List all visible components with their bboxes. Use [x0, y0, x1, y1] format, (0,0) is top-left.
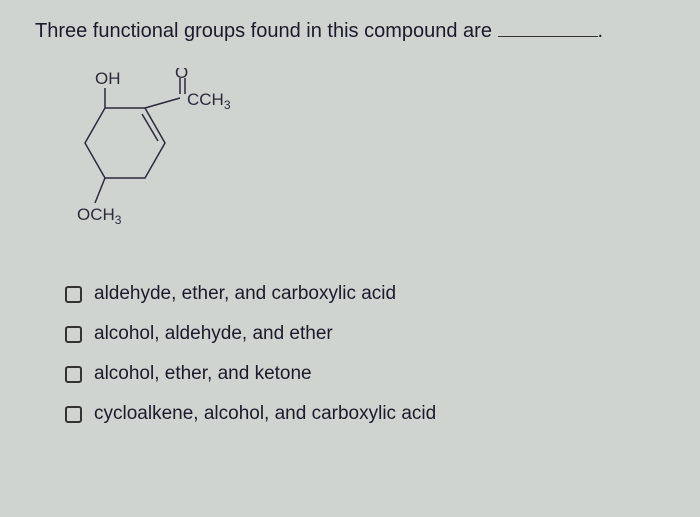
question-text: Three functional groups found in this co…: [35, 20, 665, 43]
checkbox-icon[interactable]: [65, 326, 82, 343]
molecule-svg: OH O CCH3 OCH3: [65, 68, 275, 248]
label-cch3-c: CCH3: [187, 90, 231, 112]
option-row[interactable]: cycloalkene, alcohol, and carboxylic aci…: [65, 403, 665, 425]
question-stem: Three functional groups found in this co…: [35, 20, 498, 42]
blank-line: [498, 36, 598, 37]
option-label: cycloalkene, alcohol, and carboxylic aci…: [94, 403, 436, 425]
chemical-structure: OH O CCH3 OCH3: [65, 68, 665, 253]
option-row[interactable]: alcohol, ether, and ketone: [65, 363, 665, 385]
label-o: O: [175, 68, 188, 82]
option-label: alcohol, ether, and ketone: [94, 363, 312, 385]
label-oh: OH: [95, 69, 121, 88]
label-och3: OCH3: [77, 205, 122, 227]
option-row[interactable]: alcohol, aldehyde, and ether: [65, 323, 665, 345]
checkbox-icon[interactable]: [65, 286, 82, 303]
checkbox-icon[interactable]: [65, 366, 82, 383]
checkbox-icon[interactable]: [65, 406, 82, 423]
option-row[interactable]: aldehyde, ether, and carboxylic acid: [65, 283, 665, 305]
options-list: aldehyde, ether, and carboxylic acid alc…: [35, 283, 665, 425]
option-label: aldehyde, ether, and carboxylic acid: [94, 283, 396, 305]
option-label: alcohol, aldehyde, and ether: [94, 323, 333, 345]
